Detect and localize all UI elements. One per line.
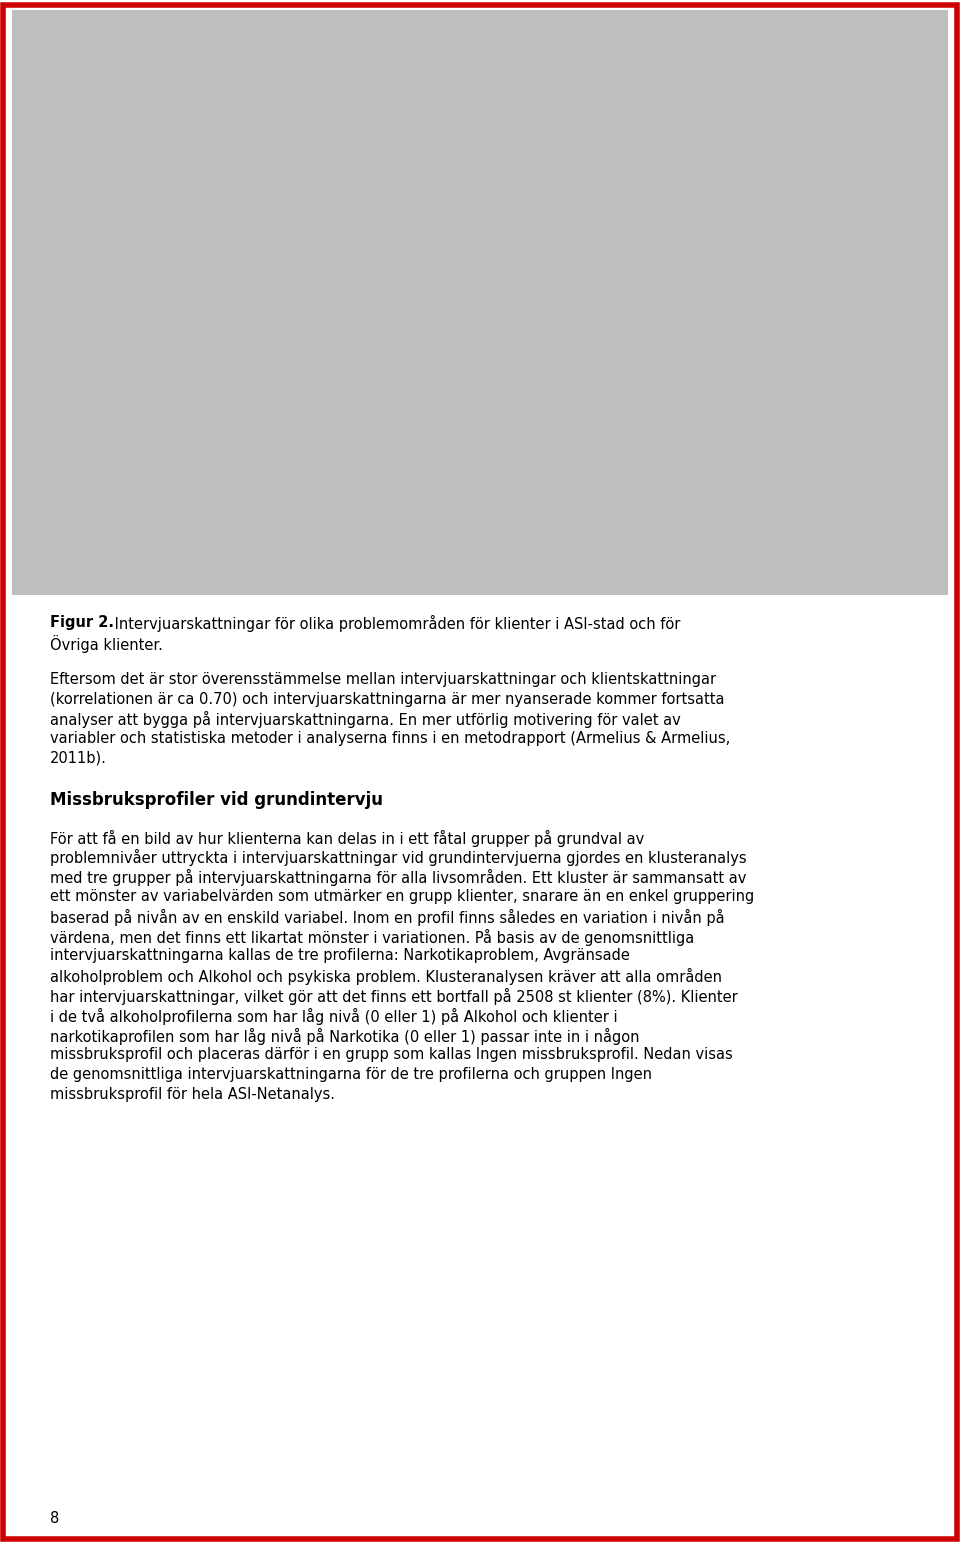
Bar <box>617 417 659 485</box>
Bar <box>342 304 382 485</box>
Bar <box>382 307 423 485</box>
Bar <box>148 388 188 485</box>
Text: de genomsnittliga intervjuarskattningarna för de tre profilerna och gruppen Inge: de genomsnittliga intervjuarskattningarn… <box>50 1067 652 1082</box>
Text: 3,07: 3,07 <box>508 337 533 346</box>
Text: 3,72: 3,72 <box>820 307 845 318</box>
Text: 2,93: 2,93 <box>743 343 768 352</box>
Bar <box>694 354 735 485</box>
Text: 1,44: 1,44 <box>585 408 610 417</box>
Bar <box>576 422 617 485</box>
Text: 3,00: 3,00 <box>232 340 256 349</box>
Text: variabler och statistiska metoder i analyserna finns i en metodrapport (Armelius: variabler och statistiska metoder i anal… <box>50 732 731 746</box>
Bar <box>811 321 852 485</box>
Bar <box>735 357 776 485</box>
Text: 2,22: 2,22 <box>156 374 180 383</box>
Bar <box>265 352 306 485</box>
Text: i de två alkoholprofilerna som har låg nivå (0 eller 1) på Alkohol och klienter : i de två alkoholprofilerna som har låg n… <box>50 1008 617 1025</box>
Text: Övriga klienter.: Övriga klienter. <box>50 635 163 653</box>
Text: 3,85: 3,85 <box>861 303 885 312</box>
Text: 4,04: 4,04 <box>391 293 416 304</box>
Text: 3,03: 3,03 <box>274 338 298 347</box>
Text: narkotikaprofilen som har låg nivå på Narkotika (0 eller 1) passar inte in i någ: narkotikaprofilen som har låg nivå på Na… <box>50 1028 639 1045</box>
Text: baserad på nivån av en enskild variabel. Inom en profil finns således en variati: baserad på nivån av en enskild variabel.… <box>50 909 725 926</box>
Text: 2011b).: 2011b). <box>50 750 107 766</box>
Text: (korrelationen är ca 0.70) och intervjuarskattningarna är mer nyanserade kommer : (korrelationen är ca 0.70) och intervjua… <box>50 692 725 707</box>
Text: analyser att bygga på intervjuarskattningarna. En mer utförlig motivering för va: analyser att bygga på intervjuarskattnin… <box>50 712 681 729</box>
Text: 2,98: 2,98 <box>702 340 727 350</box>
Text: 8: 8 <box>50 1512 60 1525</box>
Text: problemnivåer uttryckta i intervjuarskattningar vid grundintervjuerna gjordes en: problemnivåer uttryckta i intervjuarskat… <box>50 849 747 866</box>
Text: Missbruksprofiler vid grundintervju: Missbruksprofiler vid grundintervju <box>50 791 383 809</box>
Bar <box>500 350 541 485</box>
Text: 4,12: 4,12 <box>349 290 374 300</box>
Bar <box>852 317 894 485</box>
Text: alkoholproblem och Alkohol och psykiska problem. Klusteranalysen kräver att alla: alkoholproblem och Alkohol och psykiska … <box>50 968 722 985</box>
Text: har intervjuarskattningar, vilket gör att det finns ett bortfall på 2508 st klie: har intervjuarskattningar, vilket gör at… <box>50 988 737 1005</box>
Text: missbruksprofil och placeras därför i en grupp som kallas Ingen missbruksprofil.: missbruksprofil och placeras därför i en… <box>50 1047 732 1062</box>
Text: Intervjuarskattningar för olika problemområden för klienter i ASI-stad och för: Intervjuarskattningar för olika problemo… <box>110 615 681 631</box>
Bar <box>459 350 500 485</box>
Text: Figur 2.: Figur 2. <box>50 615 114 630</box>
Text: med tre grupper på intervjuarskattningarna för alla livsområden. Ett kluster är : med tre grupper på intervjuarskattningar… <box>50 869 746 886</box>
Text: För att få en bild av hur klienterna kan delas in i ett fåtal grupper på grundva: För att få en bild av hur klienterna kan… <box>50 829 644 846</box>
Legend: ASI-stad, Övriga: ASI-stad, Övriga <box>377 34 583 66</box>
Text: 2,13: 2,13 <box>114 377 139 388</box>
Text: missbruksprofil för hela ASI-Netanalys.: missbruksprofil för hela ASI-Netanalys. <box>50 1087 335 1102</box>
Text: värdena, men det finns ett likartat mönster i variationen. På basis av de genoms: värdena, men det finns ett likartat möns… <box>50 928 694 945</box>
Text: intervjuarskattningarna kallas de tre profilerna: Narkotikaproblem, Avgränsade: intervjuarskattningarna kallas de tre pr… <box>50 948 630 963</box>
Text: Eftersom det är stor överensstämmelse mellan intervjuarskattningar och klientska: Eftersom det är stor överensstämmelse me… <box>50 672 716 687</box>
Bar <box>107 392 148 485</box>
Text: 3,07: 3,07 <box>468 337 492 346</box>
Bar <box>224 354 265 485</box>
Text: ett mönster av variabelvärden som utmärker en grupp klienter, snarare än en enke: ett mönster av variabelvärden som utmärk… <box>50 889 755 903</box>
Text: 1,55: 1,55 <box>626 403 650 412</box>
